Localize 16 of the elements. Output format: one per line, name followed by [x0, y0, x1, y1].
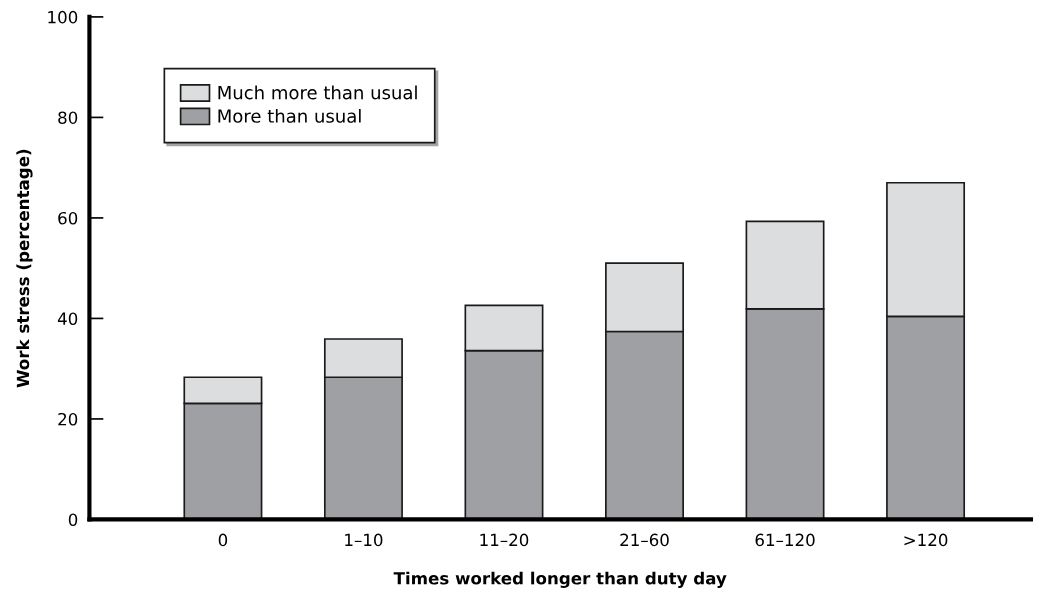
x-tick-label: 0	[218, 533, 228, 547]
y-tick-label: 80	[58, 111, 78, 124]
x-tick-label: 21–60	[620, 533, 669, 547]
y-axis-title: Work stress (percentage)	[16, 149, 33, 388]
legend-label: Much more than usual	[218, 85, 417, 100]
x-tick-label: 11–20	[480, 533, 529, 547]
y-tick-label: 100	[48, 10, 78, 24]
y-tick-label: 20	[58, 412, 78, 426]
x-tick-label: 61–120	[755, 533, 815, 547]
x-tick-label: >120	[904, 533, 948, 547]
y-tick-label: 60	[58, 211, 78, 225]
x-axis-title: Times worked longer than duty day	[393, 571, 727, 588]
x-tick-label: 1–10	[345, 533, 383, 547]
legend-label: More than usual	[218, 108, 361, 123]
y-tick-label: 40	[57, 312, 78, 325]
y-tick-label: 0	[68, 513, 78, 527]
